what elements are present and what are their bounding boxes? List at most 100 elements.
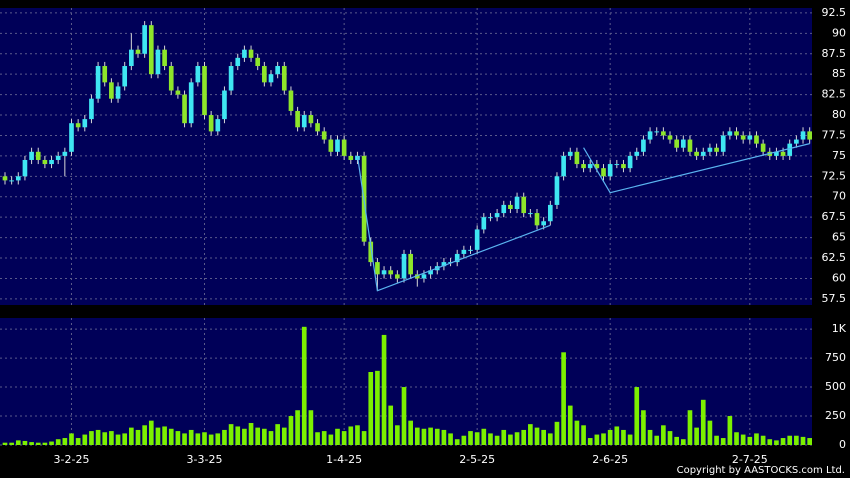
candle-body bbox=[315, 123, 320, 132]
volume-bar bbox=[89, 431, 94, 445]
volume-bar bbox=[295, 410, 300, 445]
volume-bar bbox=[501, 429, 507, 445]
candle-body bbox=[707, 147, 713, 152]
candle-body bbox=[740, 135, 746, 140]
volume-bar bbox=[574, 420, 580, 445]
volume-bar bbox=[315, 432, 320, 445]
y-tick-label: 57.5 bbox=[822, 292, 847, 305]
candle-body bbox=[301, 115, 307, 128]
candle-body bbox=[674, 139, 679, 148]
volume-bar bbox=[395, 425, 400, 445]
volume-bar bbox=[155, 427, 161, 445]
candle-body bbox=[168, 66, 174, 91]
volume-bar bbox=[601, 433, 606, 445]
volume-bar bbox=[42, 442, 48, 445]
candle-body bbox=[494, 213, 500, 218]
candle-body bbox=[268, 74, 274, 83]
x-tick-label: 2-7-25 bbox=[732, 453, 768, 466]
candle-body bbox=[228, 66, 234, 91]
volume-bar bbox=[740, 434, 746, 445]
volume-bar bbox=[168, 428, 174, 445]
candle-body bbox=[521, 196, 527, 214]
candle-body bbox=[621, 164, 626, 169]
volume-bar bbox=[687, 410, 693, 445]
volume-bar bbox=[268, 431, 274, 445]
candle-body bbox=[129, 49, 134, 67]
candle-body bbox=[474, 229, 480, 250]
volume-bar bbox=[627, 434, 633, 445]
candle-body bbox=[255, 57, 261, 67]
candle-body bbox=[69, 123, 74, 152]
y-tick-label: 87.5 bbox=[822, 47, 847, 60]
volume-bar bbox=[202, 432, 207, 445]
volume-bar bbox=[534, 427, 540, 445]
volume-bar bbox=[102, 432, 108, 445]
candle-body bbox=[122, 66, 128, 87]
candle-body bbox=[800, 131, 806, 140]
volume-bar bbox=[694, 427, 699, 445]
candle-body bbox=[49, 159, 54, 165]
x-tick-label: 1-4-25 bbox=[326, 453, 362, 466]
volume-bar bbox=[448, 433, 453, 445]
volume-bar bbox=[215, 433, 221, 445]
candle-body bbox=[574, 151, 580, 165]
y-tick-label: 72.5 bbox=[822, 169, 847, 182]
candle-body bbox=[135, 49, 141, 54]
candle-body bbox=[295, 110, 300, 128]
volume-bar bbox=[720, 438, 726, 445]
volume-bar bbox=[355, 425, 360, 445]
volume-bar bbox=[235, 426, 241, 445]
volume-bar bbox=[222, 429, 227, 445]
volume-bar bbox=[22, 440, 28, 445]
candle-body bbox=[275, 66, 280, 75]
candle-body bbox=[747, 135, 753, 140]
candle-body bbox=[235, 57, 241, 67]
candle-body bbox=[607, 164, 613, 177]
candle-body bbox=[348, 155, 354, 160]
volume-bar bbox=[647, 429, 653, 445]
volume-bar bbox=[208, 434, 214, 445]
candle-body bbox=[528, 213, 533, 215]
x-tick-label: 2-6-25 bbox=[592, 453, 628, 466]
volume-bar bbox=[248, 422, 254, 445]
volume-bar bbox=[75, 438, 81, 445]
volume-bar bbox=[667, 431, 673, 445]
volume-bar bbox=[122, 433, 128, 445]
volume-bar bbox=[335, 428, 340, 445]
candle-body bbox=[182, 94, 187, 124]
candle-body bbox=[694, 151, 699, 156]
y-tick-label: 82.5 bbox=[822, 88, 847, 101]
candle-body bbox=[541, 221, 546, 226]
volume-bar bbox=[441, 429, 447, 445]
candle-body bbox=[780, 151, 786, 156]
volume-bar bbox=[49, 441, 54, 445]
candle-body bbox=[222, 90, 227, 120]
volume-bar bbox=[162, 426, 167, 445]
candle-body bbox=[661, 131, 666, 136]
volume-bar bbox=[760, 435, 766, 445]
candle-body bbox=[547, 204, 553, 222]
volume-bar bbox=[807, 438, 812, 445]
candle-body bbox=[468, 249, 473, 251]
candle-body bbox=[554, 176, 560, 205]
candle-body bbox=[488, 217, 493, 219]
candle-body bbox=[75, 123, 81, 128]
volume-bar bbox=[561, 352, 566, 445]
candle-body bbox=[567, 151, 573, 156]
candle-body bbox=[29, 151, 34, 160]
candle-body bbox=[162, 49, 167, 67]
volume-bar bbox=[9, 442, 14, 445]
candle-body bbox=[9, 180, 14, 182]
volume-bar bbox=[348, 426, 354, 445]
volume-bar bbox=[494, 435, 500, 445]
volume-bar bbox=[228, 424, 234, 445]
candle-body bbox=[481, 217, 487, 230]
y-tick-label: 90 bbox=[832, 26, 846, 39]
volume-bar bbox=[567, 405, 573, 445]
candle-body bbox=[587, 164, 593, 169]
candle-body bbox=[35, 151, 41, 160]
y-tick-label: 0 bbox=[839, 438, 846, 451]
candle-body bbox=[508, 204, 513, 209]
candle-body bbox=[428, 270, 433, 275]
